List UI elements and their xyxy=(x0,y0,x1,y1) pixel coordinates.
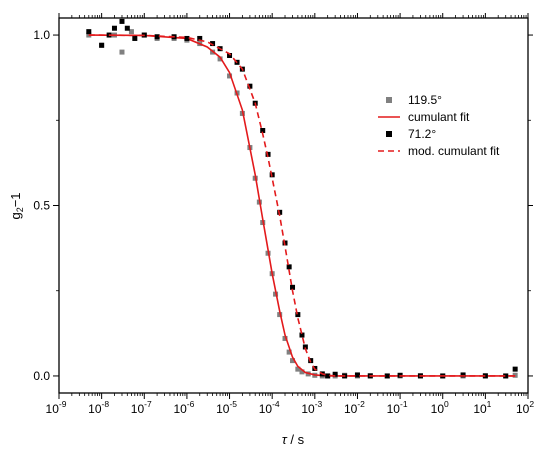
y-tick-label: 0.5 xyxy=(33,199,50,213)
x-tick-label: 10-6 xyxy=(173,399,194,416)
legend: 119.5° cumulant fit 71.2° mod. cumulant fit xyxy=(378,93,500,158)
axes: 10-9 10-8 10-7 10-6 10-5 10-4 10-3 10-2 10-1 100 1… xyxy=(33,13,534,416)
y-axis-subscript: 2 xyxy=(15,207,25,212)
data-point-series-2 xyxy=(260,128,266,133)
legend-label: 71.2° xyxy=(408,127,436,141)
y-tick-label: 1.0 xyxy=(33,28,50,42)
x-tick-label: 100 xyxy=(431,399,449,416)
x-tick-label: 10-9 xyxy=(46,399,67,416)
legend-marker xyxy=(386,131,392,137)
data-point-series-2 xyxy=(512,366,518,372)
data-point-series-2 xyxy=(124,25,130,31)
data-point-series-2 xyxy=(227,53,233,58)
data-point-series-2 xyxy=(111,25,117,31)
x-tick-label: 102 xyxy=(516,399,534,416)
data-point-series-2 xyxy=(295,312,301,318)
legend-marker xyxy=(386,97,392,103)
data-point-series-0 xyxy=(299,369,305,375)
data-point-series-2 xyxy=(154,34,160,40)
x-axis-symbol: τ xyxy=(282,432,288,447)
x-axis-title: τ / s xyxy=(282,432,305,447)
data-point-series-2 xyxy=(210,41,216,47)
data-point-series-2 xyxy=(86,29,92,35)
x-axis-unit: / s xyxy=(287,432,305,447)
data-point-series-0 xyxy=(128,29,134,35)
data-point-series-0 xyxy=(119,49,125,55)
data-point-series-0 xyxy=(227,73,233,79)
data-point-series-2 xyxy=(299,332,305,338)
data-point-series-2 xyxy=(332,371,338,377)
legend-label: 119.5° xyxy=(408,93,442,107)
data-point-series-0 xyxy=(295,366,301,372)
data-point-series-2 xyxy=(290,284,296,290)
x-tick-label: 10-5 xyxy=(216,399,237,416)
x-tick-label: 101 xyxy=(473,399,491,416)
data-point-series-2 xyxy=(384,373,390,379)
y-axis-title: g2−1 xyxy=(8,192,25,219)
x-tick-label: 10-7 xyxy=(131,399,152,416)
plot-frame xyxy=(58,17,529,394)
x-tick-label: 10-3 xyxy=(301,399,322,416)
data-point-series-2 xyxy=(286,264,292,270)
data-point-series-2 xyxy=(503,373,509,379)
legend-label: cumulant fit xyxy=(408,110,470,124)
data-point-series-2 xyxy=(99,42,105,48)
data-point-series-2 xyxy=(184,35,190,41)
data-point-series-0 xyxy=(286,349,292,355)
data-point-series-2 xyxy=(482,373,488,379)
data-point-series-0 xyxy=(290,358,296,364)
data-point-series-2 xyxy=(119,18,125,24)
x-tick-label: 10-1 xyxy=(387,399,408,416)
data-point-series-2 xyxy=(197,35,203,41)
data-point-series-2 xyxy=(325,373,331,379)
data-point-series-2 xyxy=(302,344,308,350)
y-axis-base: g xyxy=(8,212,23,219)
legend-label: mod. cumulant fit xyxy=(408,144,500,158)
x-tick-label: 10-4 xyxy=(259,399,280,416)
fit-line-series-1 xyxy=(88,34,516,377)
data-point-series-2 xyxy=(460,372,466,378)
data-point-series-0 xyxy=(217,56,223,62)
chart-marks xyxy=(86,18,518,379)
data-point-series-2 xyxy=(354,372,360,378)
x-tick-label: 10-2 xyxy=(344,399,365,416)
data-point-series-0 xyxy=(282,335,288,341)
x-tick-label: 10-8 xyxy=(88,399,109,416)
y-tick-label: 0.0 xyxy=(33,369,50,383)
data-point-series-2 xyxy=(247,83,253,89)
data-point-series-2 xyxy=(132,35,138,41)
y-axis-rest: −1 xyxy=(8,192,23,207)
fit-line-series-3 xyxy=(88,34,516,377)
